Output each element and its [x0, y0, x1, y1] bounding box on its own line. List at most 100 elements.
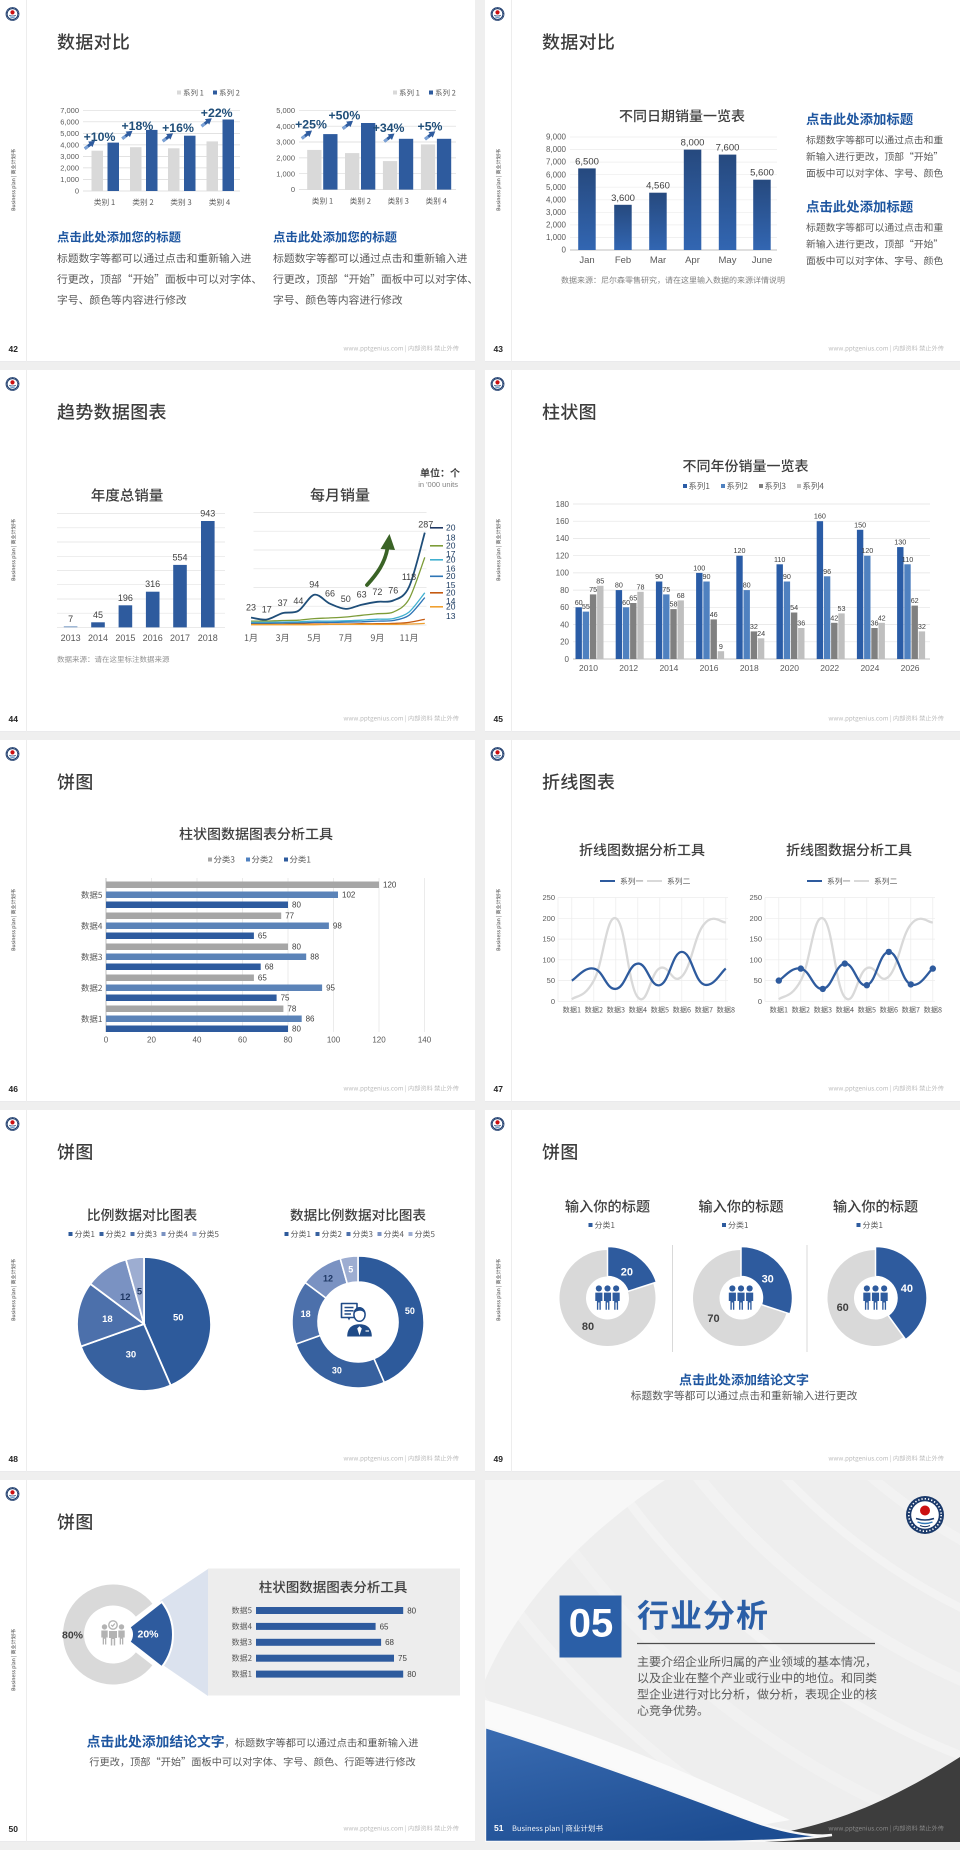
- svg-text:7: 7: [68, 614, 73, 624]
- svg-text:7,600: 7,600: [716, 143, 740, 154]
- svg-text:42: 42: [830, 613, 838, 622]
- svg-text:60: 60: [837, 1302, 849, 1314]
- svg-text:2,000: 2,000: [60, 164, 79, 173]
- svg-text:+18%: +18%: [122, 119, 154, 133]
- svg-text:120: 120: [556, 552, 570, 561]
- svg-text:120: 120: [861, 546, 873, 555]
- svg-text:54: 54: [790, 603, 798, 612]
- svg-text:60: 60: [560, 603, 569, 612]
- svg-text:+25%: +25%: [295, 118, 327, 132]
- svg-text:76: 76: [388, 586, 398, 596]
- svg-text:1,000: 1,000: [546, 233, 567, 242]
- svg-text:5,000: 5,000: [546, 183, 567, 192]
- svg-text:+50%: +50%: [329, 109, 361, 123]
- svg-text:98: 98: [333, 922, 342, 931]
- svg-text:2017: 2017: [170, 633, 190, 643]
- svg-text:78: 78: [287, 1005, 296, 1014]
- svg-text:0: 0: [565, 655, 570, 664]
- svg-text:120: 120: [383, 881, 397, 890]
- svg-text:50: 50: [405, 1306, 415, 1316]
- svg-text:68: 68: [677, 591, 685, 600]
- svg-text:46: 46: [710, 610, 718, 619]
- svg-text:70: 70: [707, 1313, 719, 1325]
- svg-text:180: 180: [556, 500, 570, 509]
- svg-text:40: 40: [193, 1036, 202, 1045]
- svg-text:62: 62: [911, 596, 919, 605]
- svg-text:1,000: 1,000: [276, 169, 295, 178]
- svg-text:18: 18: [446, 533, 456, 543]
- svg-text:24: 24: [757, 629, 765, 638]
- svg-text:160: 160: [556, 517, 570, 526]
- svg-text:8,000: 8,000: [546, 145, 567, 154]
- svg-text:65: 65: [380, 1622, 389, 1631]
- svg-text:2016: 2016: [700, 663, 719, 673]
- svg-text:196: 196: [118, 593, 133, 603]
- svg-text:20: 20: [446, 571, 456, 581]
- svg-text:6,000: 6,000: [60, 117, 79, 126]
- svg-text:316: 316: [145, 579, 160, 589]
- svg-text:75: 75: [589, 585, 597, 594]
- svg-text:40: 40: [901, 1283, 913, 1295]
- svg-text:140: 140: [556, 534, 570, 543]
- svg-text:18: 18: [301, 1309, 311, 1319]
- svg-text:102: 102: [342, 891, 356, 900]
- svg-text:100: 100: [542, 955, 555, 964]
- svg-text:60: 60: [622, 598, 630, 607]
- svg-text:80: 80: [292, 943, 301, 952]
- svg-text:12: 12: [120, 1292, 131, 1303]
- svg-text:3,000: 3,000: [60, 152, 79, 161]
- svg-text:37: 37: [278, 598, 288, 608]
- svg-text:20: 20: [446, 555, 456, 565]
- svg-text:287: 287: [418, 520, 433, 530]
- svg-text:130: 130: [894, 538, 906, 547]
- svg-text:85: 85: [596, 576, 604, 585]
- svg-text:47: 47: [494, 1084, 504, 1094]
- svg-text:44: 44: [293, 596, 303, 606]
- svg-text:80: 80: [284, 1036, 293, 1045]
- svg-text:80: 80: [407, 1606, 416, 1615]
- svg-text:2024: 2024: [860, 663, 879, 673]
- svg-text:Mar: Mar: [650, 255, 666, 266]
- svg-text:95: 95: [326, 984, 335, 993]
- svg-text:40: 40: [560, 620, 569, 629]
- svg-text:2,000: 2,000: [276, 154, 295, 163]
- svg-text:42: 42: [9, 344, 19, 354]
- svg-text:72: 72: [372, 587, 382, 597]
- svg-text:20: 20: [621, 1266, 633, 1278]
- svg-text:53: 53: [838, 604, 846, 613]
- svg-text:58: 58: [670, 600, 678, 609]
- svg-text:2014: 2014: [659, 663, 678, 673]
- svg-text:5: 5: [348, 1265, 353, 1275]
- svg-text:100: 100: [749, 955, 762, 964]
- svg-text:63: 63: [357, 590, 367, 600]
- svg-text:80: 80: [292, 1025, 301, 1034]
- svg-text:0: 0: [551, 997, 555, 1006]
- svg-text:20: 20: [560, 638, 569, 647]
- svg-text:50: 50: [9, 1824, 19, 1834]
- svg-text:49: 49: [494, 1454, 504, 1464]
- svg-text:2016: 2016: [143, 633, 163, 643]
- svg-text:4,000: 4,000: [60, 141, 79, 150]
- svg-text:200: 200: [749, 914, 762, 923]
- svg-text:5,000: 5,000: [60, 129, 79, 138]
- svg-text:2014: 2014: [88, 633, 108, 643]
- svg-text:32: 32: [750, 622, 758, 631]
- svg-text:75: 75: [398, 1654, 407, 1663]
- svg-text:90: 90: [655, 572, 663, 581]
- svg-text:4,000: 4,000: [546, 195, 567, 204]
- svg-text:12: 12: [323, 1273, 333, 1283]
- svg-text:45: 45: [494, 714, 504, 724]
- svg-text:45: 45: [93, 610, 103, 620]
- svg-text:4,560: 4,560: [646, 181, 670, 192]
- svg-text:55: 55: [582, 602, 590, 611]
- svg-text:42: 42: [878, 613, 886, 622]
- svg-text:86: 86: [306, 1015, 315, 1024]
- svg-text:160: 160: [814, 512, 826, 521]
- svg-text:150: 150: [542, 935, 555, 944]
- svg-text:Feb: Feb: [615, 255, 631, 266]
- svg-text:75: 75: [281, 994, 290, 1003]
- svg-text:43: 43: [494, 344, 504, 354]
- svg-text:120: 120: [734, 546, 746, 555]
- svg-text:Jan: Jan: [579, 255, 594, 266]
- svg-text:14: 14: [446, 596, 456, 606]
